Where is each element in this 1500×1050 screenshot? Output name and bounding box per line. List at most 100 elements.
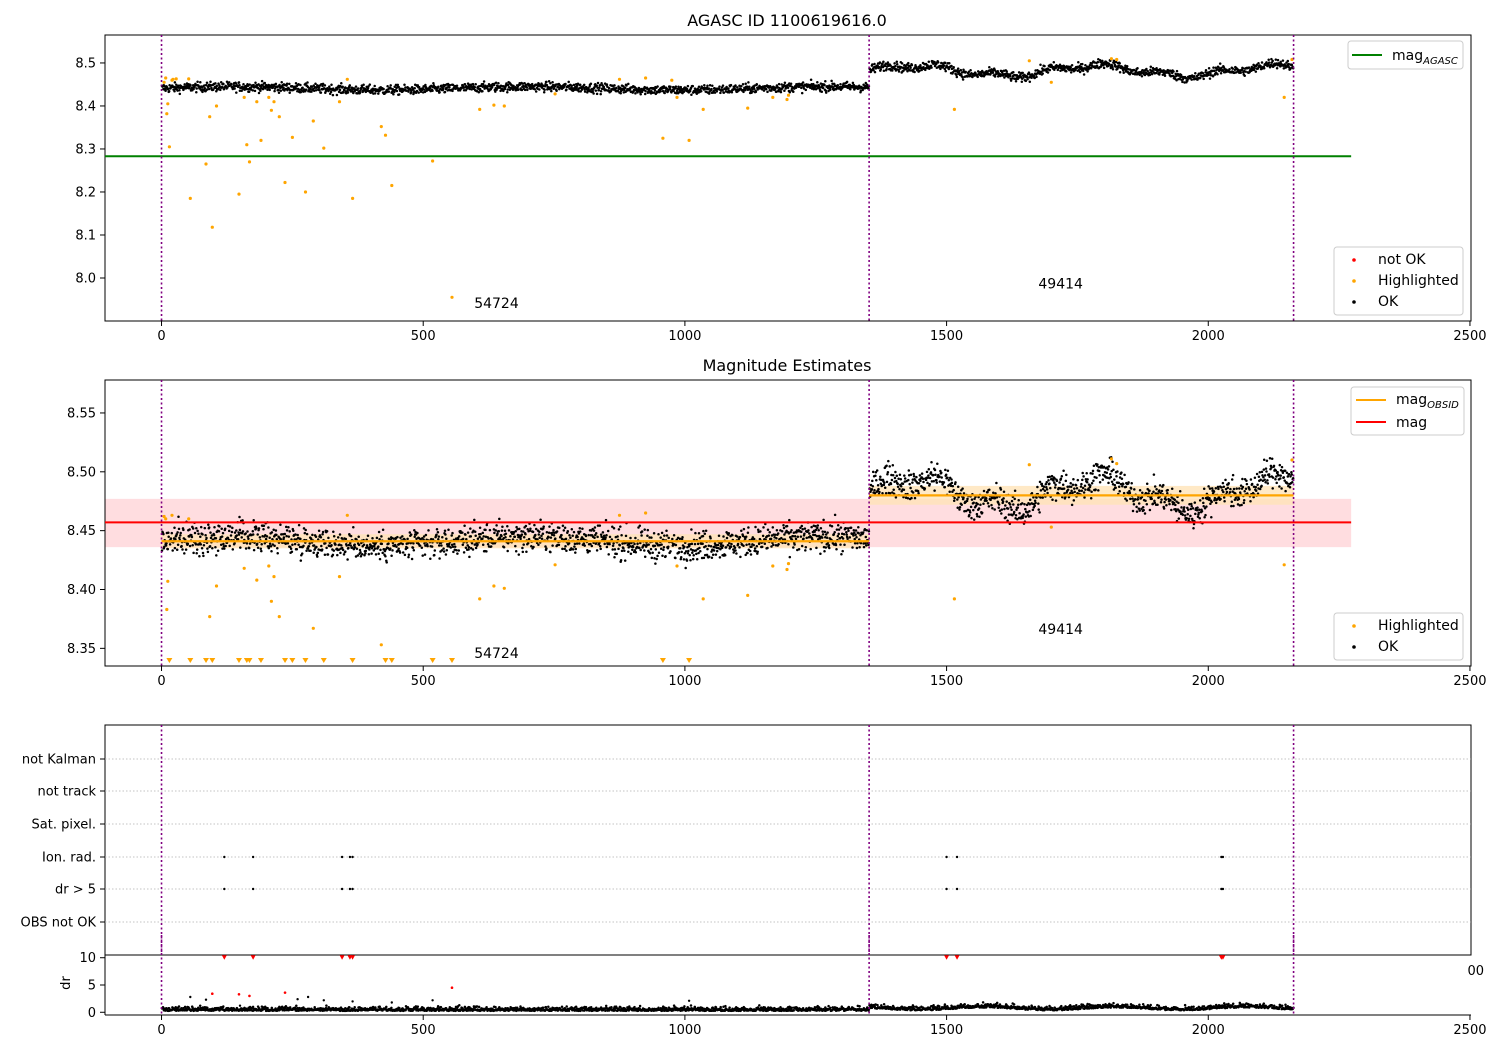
ok-point — [721, 84, 725, 87]
ok-point — [821, 530, 824, 533]
ok-point — [946, 476, 949, 479]
ok-point — [756, 528, 760, 531]
ok-point — [607, 86, 611, 90]
ok-point — [956, 498, 959, 501]
ok-point — [427, 529, 430, 532]
ok-point — [793, 543, 796, 546]
ok-point — [1271, 59, 1274, 63]
ok-point — [768, 531, 771, 534]
ok-point — [617, 547, 620, 551]
ok-point — [1190, 502, 1193, 506]
ok-point — [1084, 488, 1087, 491]
ok-point — [948, 490, 951, 493]
ok-point — [1091, 469, 1095, 473]
ok-point — [520, 533, 524, 536]
ok-point — [623, 559, 627, 562]
ok-point — [847, 529, 850, 533]
agasc-legend-points: not OK Highlighted OK — [1333, 246, 1464, 316]
agasc-vlines — [160, 35, 1295, 321]
ok-point — [478, 535, 481, 539]
ok-point — [389, 84, 392, 87]
ok-point — [589, 82, 593, 85]
ok-point — [895, 63, 899, 66]
ok-point — [378, 557, 382, 561]
ok-point — [828, 546, 831, 550]
ok-point — [533, 88, 537, 91]
ok-point — [779, 90, 783, 94]
ok-point — [463, 83, 467, 86]
ok-point — [317, 529, 321, 533]
ok-point — [840, 552, 843, 556]
ok-point — [907, 61, 910, 65]
ok-point — [489, 87, 493, 91]
ok-point — [882, 483, 886, 487]
ok-point — [1135, 505, 1138, 509]
ok-point — [219, 543, 223, 546]
ok-point — [379, 548, 382, 552]
ok-point — [397, 93, 401, 96]
ok-point — [467, 83, 471, 87]
ok-point — [495, 524, 498, 527]
ok-point — [593, 536, 596, 540]
ok-point — [435, 533, 438, 536]
agasc-panel-title: AGASC ID 1100619616.0 — [687, 11, 887, 30]
ok-point — [474, 534, 477, 538]
ok-point — [887, 459, 890, 463]
ok-point — [877, 65, 881, 69]
ok-point — [228, 544, 231, 548]
ok-point — [964, 70, 967, 74]
ok-point — [740, 529, 743, 532]
ok-point — [354, 85, 358, 88]
ok-point — [175, 548, 179, 552]
ok-point — [956, 506, 959, 509]
ok-point — [729, 83, 733, 87]
ok-point — [748, 85, 751, 88]
highlighted-point — [237, 192, 241, 196]
ok-point — [389, 547, 392, 550]
ok-point — [851, 546, 854, 549]
ok-point — [853, 542, 857, 545]
ok-point — [595, 92, 599, 96]
ok-point — [788, 518, 791, 522]
legend-highlighted-swatch — [1352, 279, 1356, 283]
ok-point — [599, 547, 602, 551]
ok-point — [643, 92, 647, 96]
ok-point — [247, 90, 251, 94]
ok-point — [942, 481, 946, 484]
ok-point — [740, 84, 743, 88]
ok-point — [988, 65, 991, 69]
ok-point — [656, 554, 659, 558]
ok-point — [894, 64, 897, 68]
ok-point — [763, 542, 767, 545]
ok-point — [738, 546, 741, 549]
ok-point — [195, 90, 198, 94]
highlighted-point — [165, 112, 169, 116]
ok-point — [384, 555, 387, 558]
ok-point — [474, 546, 478, 550]
highlighted-point — [1115, 57, 1119, 62]
ok-point — [338, 533, 342, 536]
ok-point — [752, 87, 756, 90]
ok-point — [1014, 513, 1018, 517]
ok-point — [330, 544, 333, 547]
ok-point — [1021, 71, 1024, 75]
ok-point — [1121, 485, 1124, 488]
ok-point — [620, 534, 623, 537]
x-tick-label: 1500 — [930, 674, 963, 689]
ok-point — [260, 79, 264, 83]
ok-point — [1077, 61, 1080, 64]
ok-point — [805, 536, 808, 540]
ok-point — [193, 531, 197, 535]
ok-point — [572, 530, 576, 534]
ok-point — [723, 554, 727, 557]
ok-point — [258, 536, 262, 539]
ok-point — [970, 498, 974, 501]
ok-point — [652, 531, 656, 535]
ok-point — [803, 532, 806, 535]
ok-point — [201, 533, 204, 536]
ok-point — [594, 532, 598, 535]
ok-point — [205, 536, 208, 540]
ok-point — [304, 528, 307, 532]
ok-point — [759, 530, 762, 533]
ok-point — [873, 70, 877, 74]
